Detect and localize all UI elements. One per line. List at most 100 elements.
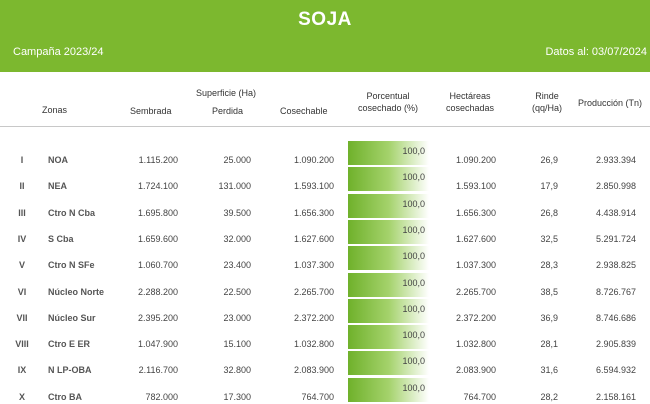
row-porcentual-bar: 100,0 [348,325,429,349]
row-hectareas: 764.700 [463,392,496,402]
row-rinde: 28,2 [540,392,558,402]
row-porcentual-bar: 100,0 [348,167,429,191]
row-hectareas: 2.372.200 [455,313,496,323]
row-perdida: 32.800 [223,365,251,375]
row-zona: Ctro E ER [48,339,91,349]
row-zona: Ctro N Cba [48,208,95,218]
row-rinde: 31,6 [540,365,558,375]
row-hectareas: 1.037.300 [455,260,496,270]
row-cosechable: 2.083.900 [293,365,334,375]
row-perdida: 17.300 [223,392,251,402]
col-header-rinde-line2: (qq/Ha) [531,103,562,113]
row-zona: N LP-OBA [48,365,92,375]
row-produccion: 2.158.161 [595,392,636,402]
col-header-rinde-line1: Rinde [535,91,559,101]
row-hectareas: 2.265.700 [455,287,496,297]
row-porcentual-value: 100,0 [402,356,425,366]
row-cosechable: 1.627.600 [293,234,334,244]
row-hectareas: 2.083.900 [455,365,496,375]
row-sembrada: 1.047.900 [137,339,178,349]
row-sembrada: 2.395.200 [137,313,178,323]
row-number: I [20,155,24,165]
col-header-produccion: Producción (Tn) [578,98,643,108]
row-porcentual-value: 100,0 [402,278,425,288]
row-porcentual-bar: 100,0 [348,246,429,270]
row-sembrada: 2.288.200 [137,287,178,297]
row-produccion: 2.933.394 [595,155,636,165]
row-produccion: 5.291.724 [595,234,636,244]
row-cosechable: 1.037.300 [293,260,334,270]
row-produccion: 6.594.932 [595,365,636,375]
col-header-hectareas: Hectáreas cosechadas [430,90,510,114]
row-porcentual-value: 100,0 [402,251,425,261]
header-banner: SOJA Campaña 2023/24 Datos al: 03/07/202… [0,0,650,72]
col-header-hectareas-line2: cosechadas [445,103,495,113]
row-number: IX [17,365,27,375]
row-porcentual-value: 100,0 [402,330,425,340]
row-produccion: 2.905.839 [595,339,636,349]
row-porcentual-bar: 100,0 [348,378,429,402]
col-header-zonas: Zonas [42,105,68,115]
row-number: VII [16,313,28,323]
col-header-sembrada: Sembrada [130,106,172,116]
row-produccion: 2.938.825 [595,260,636,270]
row-perdida: 22.500 [223,287,251,297]
page-title: SOJA [298,9,352,30]
row-rinde: 26,8 [540,208,558,218]
row-rinde: 38,5 [540,287,558,297]
row-perdida: 131.000 [218,181,251,191]
row-cosechable: 1.656.300 [293,208,334,218]
row-number: VI [17,287,27,297]
row-porcentual-value: 100,0 [402,383,425,393]
row-hectareas: 1.090.200 [455,155,496,165]
col-header-rinde: Rinde (qq/Ha) [522,90,572,114]
row-porcentual-value: 100,0 [402,304,425,314]
col-header-hectareas-line1: Hectáreas [449,91,491,101]
row-rinde: 32,5 [540,234,558,244]
header-divider [0,126,650,127]
row-sembrada: 1.724.100 [137,181,178,191]
row-number: III [18,208,26,218]
row-perdida: 39.500 [223,208,251,218]
row-zona: Núcleo Norte [48,287,105,297]
row-cosechable: 1.593.100 [293,181,334,191]
row-zona: NEA [48,181,68,191]
row-zona: Ctro N SFe [48,260,95,270]
row-rinde: 28,3 [540,260,558,270]
row-hectareas: 1.032.800 [455,339,496,349]
row-zona: S Cba [48,234,74,244]
row-cosechable: 764.700 [301,392,334,402]
row-perdida: 25.000 [223,155,251,165]
row-produccion: 8.746.686 [595,313,636,323]
row-perdida: 23.000 [223,313,251,323]
row-perdida: 15.100 [223,339,251,349]
row-cosechable: 2.372.200 [293,313,334,323]
row-sembrada: 2.116.700 [138,365,178,375]
row-perdida: 23.400 [223,260,251,270]
row-number: IV [17,234,27,244]
row-hectareas: 1.593.100 [455,181,496,191]
data-date-label: Datos al: 03/07/2024 [545,46,647,58]
col-header-perdida: Perdida [212,106,244,116]
row-number: V [18,260,25,270]
row-porcentual-bar: 100,0 [348,141,429,165]
row-cosechable: 1.090.200 [293,155,334,165]
campaign-label: Campaña 2023/24 [13,46,104,58]
row-produccion: 2.850.998 [595,181,636,191]
col-header-porcentual-line1: Porcentual [366,91,410,101]
row-produccion: 4.438.914 [595,208,636,218]
row-porcentual-bar: 100,0 [348,351,429,375]
row-rinde: 36,9 [540,313,558,323]
row-rinde: 17,9 [540,181,558,191]
col-header-cosechable: Cosechable [280,106,328,116]
row-rinde: 26,9 [540,155,558,165]
row-porcentual-value: 100,0 [402,225,425,235]
row-sembrada: 1.060.700 [137,260,178,270]
row-perdida: 32.000 [223,234,251,244]
row-hectareas: 1.627.600 [455,234,496,244]
row-rinde: 28,1 [540,339,558,349]
col-header-porcentual: Porcentual cosechado (%) [340,90,436,114]
row-porcentual-value: 100,0 [402,146,425,156]
row-porcentual-bar: 100,0 [348,194,429,218]
row-number: VIII [15,339,29,349]
